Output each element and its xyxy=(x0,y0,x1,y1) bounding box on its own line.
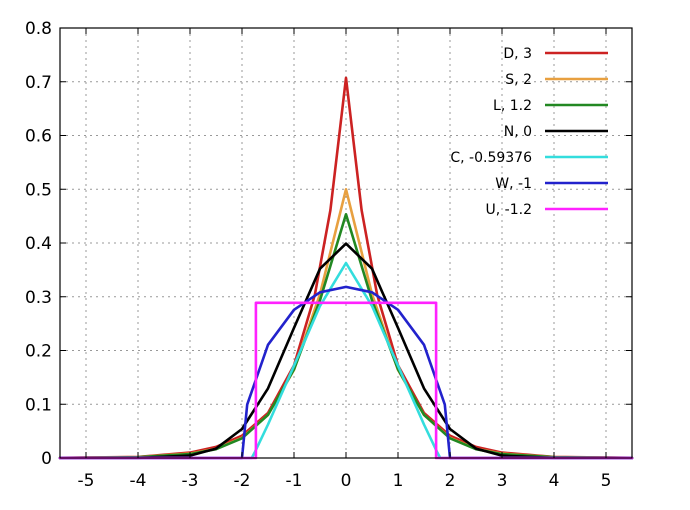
x-tick-label: -3 xyxy=(182,471,199,491)
y-tick-label: 0 xyxy=(41,449,52,469)
y-tick-label: 0.4 xyxy=(25,234,52,254)
series-line-d xyxy=(58,76,634,460)
legend-label-l: L, 1.2 xyxy=(493,98,532,114)
legend-label-c: C, -0.59376 xyxy=(450,150,532,166)
series-line-n xyxy=(58,242,634,460)
x-tick-label: 4 xyxy=(549,471,560,491)
y-tick-label: 0.1 xyxy=(25,395,52,415)
legend: D, 3 S, 2 L, 1.2 N, 0 C, -0.59376 W, -1 U, -1.… xyxy=(450,46,608,218)
y-tick-label: 0.2 xyxy=(25,342,52,362)
x-tick-label: -4 xyxy=(130,471,147,491)
x-tick-label: -2 xyxy=(234,471,251,491)
y-tick-label: 0.3 xyxy=(25,288,52,308)
axis-ticks: -5 -4 -3 -2 -1 0 1 2 3 4 5 0 0.1 0.2 0.3 0.4 0.5 0.6 0.7 0.… xyxy=(25,19,632,491)
y-tick-label: 0.6 xyxy=(25,127,52,147)
y-tick-label: 0.7 xyxy=(25,73,52,93)
x-tick-label: 1 xyxy=(393,471,404,491)
x-tick-label: -1 xyxy=(286,471,303,491)
y-tick-label: 0.5 xyxy=(25,180,52,200)
x-tick-label: 3 xyxy=(497,471,508,491)
legend-label-s: S, 2 xyxy=(505,72,532,88)
legend-label-u: U, -1.2 xyxy=(486,202,532,218)
x-tick-label: 2 xyxy=(445,471,456,491)
x-tick-label: -5 xyxy=(78,471,95,491)
legend-label-w: W, -1 xyxy=(495,176,532,192)
series-line-w xyxy=(58,285,634,460)
legend-label-n: N, 0 xyxy=(504,124,532,140)
x-tick-label: 0 xyxy=(341,471,352,491)
y-tick-label: 0.8 xyxy=(25,19,52,39)
legend-label-d: D, 3 xyxy=(503,46,532,62)
series-line-u xyxy=(58,301,634,460)
x-tick-label: 5 xyxy=(601,471,612,491)
